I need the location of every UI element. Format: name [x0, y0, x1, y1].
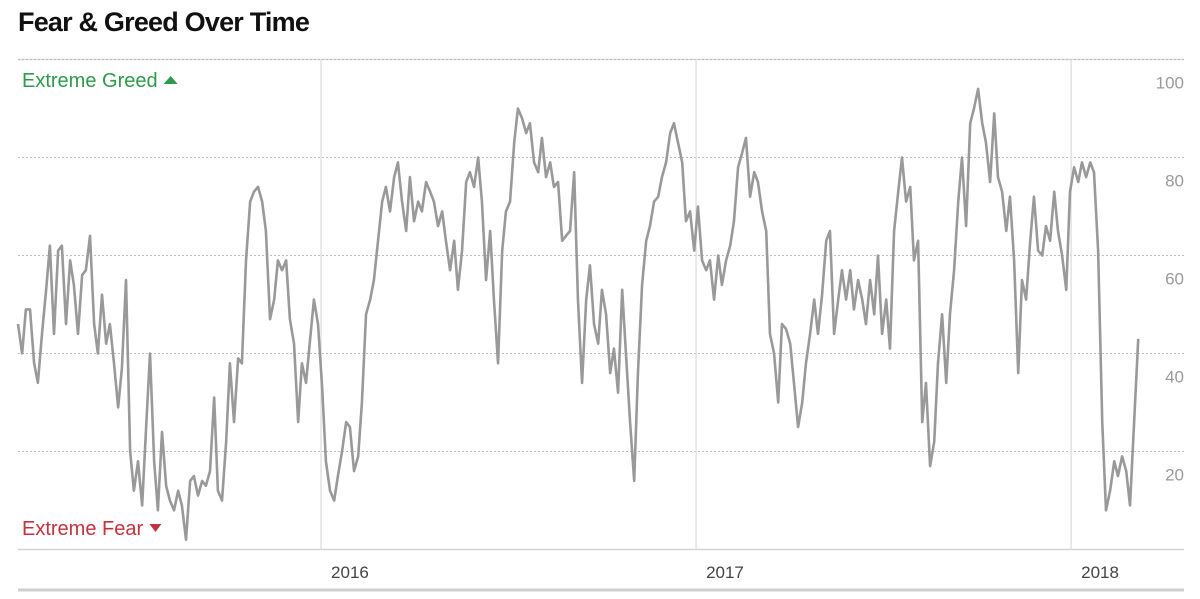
x-tick-label: 2016 [331, 563, 369, 582]
fear-greed-line [16, 87, 1140, 541]
x-tick-label: 2018 [1081, 563, 1119, 582]
fear-arrow [149, 524, 162, 532]
x-tick-label: 2017 [706, 563, 744, 582]
y-tick-label: 60 [1165, 270, 1184, 289]
plot-area [16, 87, 1140, 541]
y-tick-label: 20 [1165, 466, 1184, 485]
grid: 20 40 60 80 100 2016 2017 2018 [18, 59, 1184, 582]
y-tick-label: 40 [1165, 368, 1184, 387]
y-tick-label: 100 [1156, 74, 1184, 93]
y-tick-label: 80 [1165, 172, 1184, 191]
greed-arrow [163, 76, 178, 84]
chart-title: Fear & Greed Over Time [18, 7, 310, 37]
extreme-greed-label: Extreme Greed [22, 70, 158, 92]
extreme-fear-label: Extreme Fear [22, 518, 143, 540]
